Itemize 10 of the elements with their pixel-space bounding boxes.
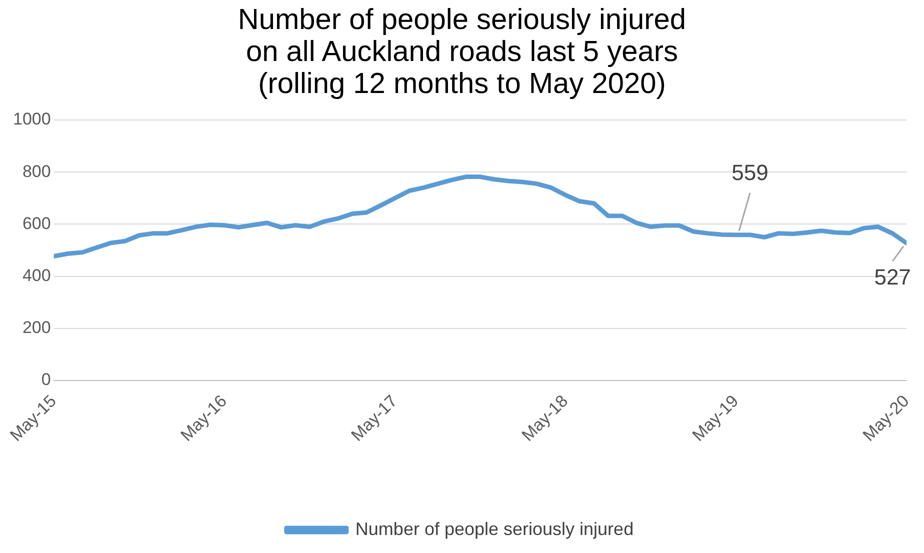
chart-title: Number of people seriously injured on all Auckland roads last 5 years (rolling 12 months to May 2020) (236, 4, 688, 100)
y-tick-label: 0 (41, 370, 51, 390)
y-tick-label: 800 (22, 162, 51, 181)
y-tick-label: 200 (22, 318, 51, 338)
y-tick-label: 600 (22, 214, 51, 233)
annotation: 527 (874, 264, 911, 290)
y-tick-label: 1000 (12, 110, 51, 129)
annotation: 559 (732, 160, 768, 185)
y-tick-label: 400 (22, 266, 51, 285)
legend-label: Number of people seriously injured (355, 518, 634, 539)
